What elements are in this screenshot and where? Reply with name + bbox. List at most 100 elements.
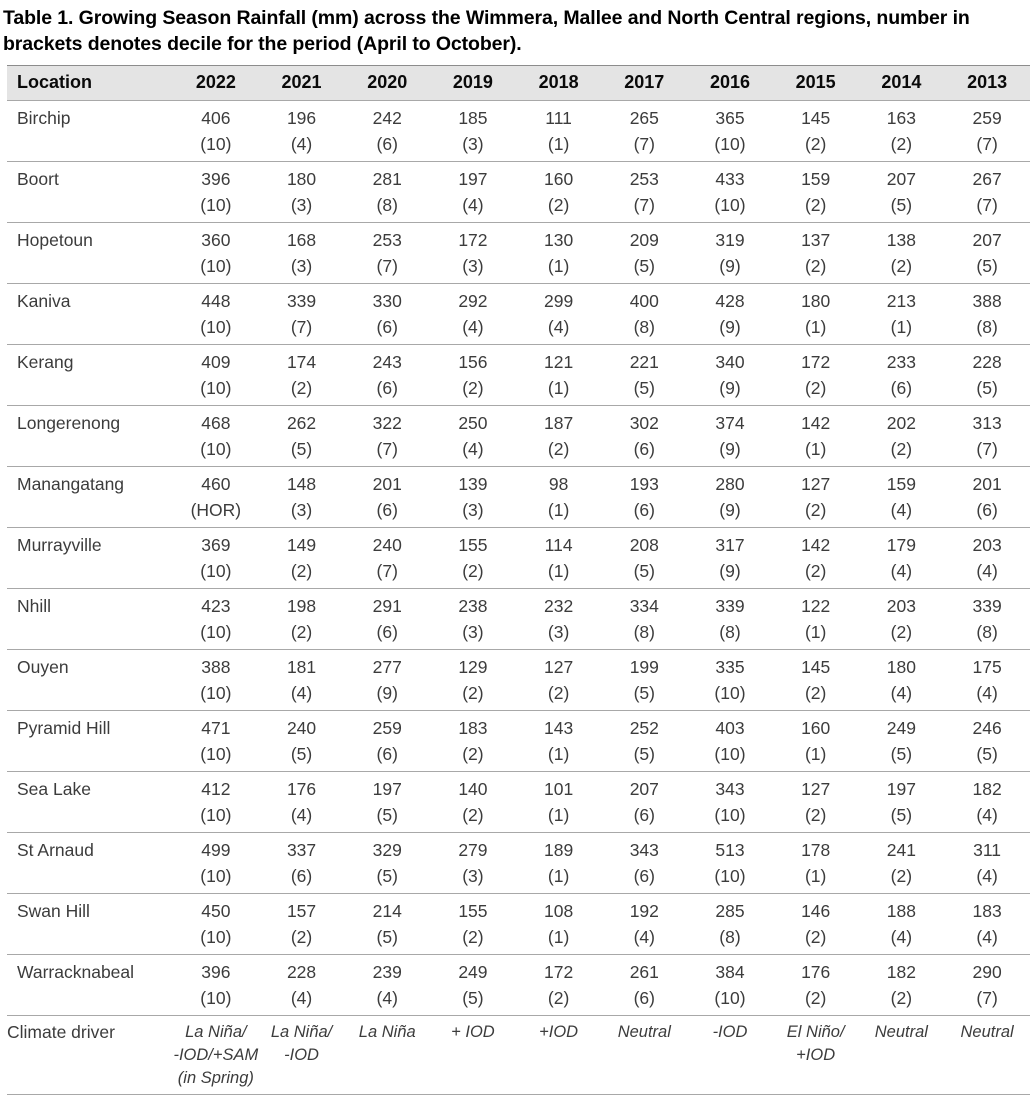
decile-value: (7) [976,195,998,215]
rainfall-value: 233 [886,352,916,372]
decile-value: (6) [290,866,313,886]
decile-value: (7) [376,256,398,276]
rainfall-value: 250 [458,413,488,433]
rainfall-cell: 292 (4) [430,283,516,345]
rainfall-cell: 388 (8) [944,283,1030,345]
rainfall-value: 262 [286,413,317,433]
rainfall-value: 176 [801,962,831,982]
rainfall-cell: 159 (2) [772,161,859,223]
climate-driver-line: (in Spring) [177,1069,254,1087]
decile-value: (1) [804,866,827,886]
table-row: Hopetoun 360 (10) 168 (3) 253 (7) 172 (3) 130 (1) 2… [7,222,1030,284]
rainfall-value: 181 [286,657,317,677]
rainfall-value: 155 [458,535,488,555]
rainfall-value: 261 [629,962,659,982]
column-header-year-2018: 2018 [515,65,602,101]
decile-value: (10) [714,744,746,764]
table-row: Longerenong 468 (10) 262 (5) 322 (7) 250 (4) 187(… [7,405,1030,467]
decile-value: (2) [890,988,913,1008]
decile-value: (4) [976,683,998,703]
climate-driver-line: La Niña [358,1023,416,1041]
decile-value: (3) [462,500,484,520]
decile-value: (5) [633,683,655,703]
decile-value: (1) [890,317,913,337]
climate-driver-line: +IOD [796,1046,836,1064]
rainfall-value: 423 [201,596,231,616]
rainfall-value: 108 [544,901,574,921]
location-cell: Pyramid Hill [7,710,174,772]
decile-value: (1) [547,744,570,764]
rainfall-value: 468 [201,413,231,433]
location-cell: Ouyen [7,649,174,711]
decile-value: (4) [290,134,313,154]
decile-value: (9) [719,256,741,276]
rainfall-cell: 127 (2) [772,771,859,833]
decile-value: (10) [200,256,232,276]
decile-value: (2) [804,683,827,703]
rainfall-cell: 156 (2) [430,344,516,406]
rainfall-cell: 281 (8) [344,161,431,223]
table-row: Swan Hill 450 (10) 157 (2) 214 (5) 155 (2) 108 (1)… [7,893,1030,955]
rainfall-cell: 233 (6) [858,344,945,406]
rainfall-cell: 330 (6) [344,283,431,345]
rainfall-value: 291 [372,596,402,616]
rainfall-value: 188 [886,901,916,921]
rainfall-value: 339 [715,596,745,616]
rainfall-value: 98 [548,474,569,494]
decile-value: (8) [719,622,741,642]
decile-value: (6) [890,378,913,398]
rainfall-value: 241 [886,840,916,860]
rainfall-value: 311 [973,840,1002,860]
rainfall-value: 228 [286,962,317,982]
decile-value: (4) [462,317,484,337]
rainfall-value: 242 [372,108,402,128]
decile-value: (7) [976,134,998,154]
decile-value: (10) [200,195,232,215]
decile-value: (10) [200,378,232,398]
climate-driver-line: La Niña/ [185,1023,247,1041]
rainfall-cell: 238 (3) [430,588,516,650]
rainfall-value: 334 [629,596,659,616]
rainfall-cell: 277 (9) [344,649,431,711]
rainfall-cell: 239 (4) [344,954,431,1016]
rainfall-value: 339 [972,596,1002,616]
climate-driver-cell: La Niña/ -IOD/+SAM (in Spring) [173,1015,259,1095]
decile-value: (7) [376,439,398,459]
decile-value: (7) [976,439,998,459]
decile-value: (3) [290,195,313,215]
rainfall-cell: 101 (1) [515,771,602,833]
decile-value: (2) [462,683,484,703]
column-header-year-2015: 2015 [772,65,859,101]
rainfall-cell: 182 (2) [858,954,945,1016]
decile-value: (10) [714,988,746,1008]
decile-value: (2) [290,927,313,947]
rainfall-cell: 343 (6) [601,832,688,894]
decile-value: (4) [547,317,570,337]
decile-value: (2) [462,744,484,764]
rainfall-value: 146 [801,901,831,921]
decile-value: (2) [804,927,827,947]
decile-value: (HOR) [190,500,242,520]
decile-value: (6) [633,805,655,825]
decile-value: (4) [890,500,913,520]
rainfall-cell: 160 (2) [515,161,602,223]
rainfall-cell: 249 (5) [858,710,945,772]
rainfall-cell: 285 (8) [687,893,773,955]
rainfall-cell: 259 (7) [944,100,1030,162]
climate-driver-line: La Niña/ [270,1023,333,1041]
decile-value: (7) [290,317,313,337]
rainfall-value: 197 [886,779,916,799]
location-cell: Birchip [7,100,174,162]
rainfall-cell: 396 (10) [173,954,259,1016]
decile-value: (9) [719,561,741,581]
decile-value: (2) [290,622,313,642]
rainfall-value: 471 [201,718,231,738]
decile-value: (2) [804,134,827,154]
location-cell: Hopetoun [7,222,174,284]
rainfall-value: 207 [972,230,1002,250]
rainfall-value: 249 [458,962,488,982]
rainfall-value: 155 [458,901,488,921]
rainfall-value: 228 [972,352,1002,372]
decile-value: (4) [890,927,913,947]
rainfall-value: 160 [801,718,831,738]
